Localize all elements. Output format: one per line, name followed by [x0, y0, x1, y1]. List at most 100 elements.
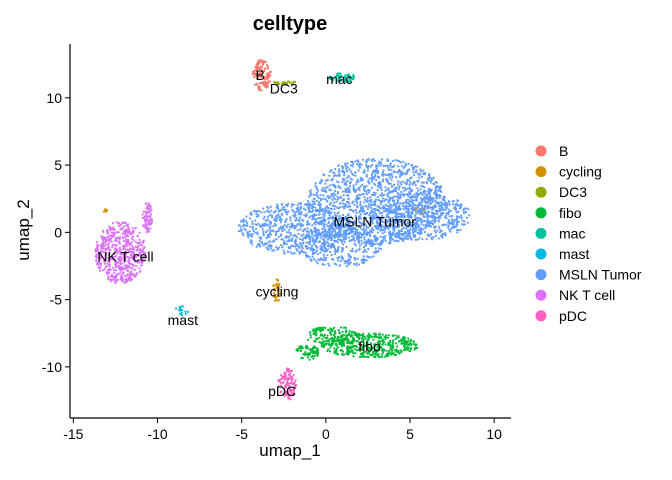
data-point: [286, 381, 289, 384]
data-point: [441, 211, 444, 214]
data-point: [124, 248, 127, 251]
data-point: [427, 224, 430, 227]
data-point: [362, 246, 366, 249]
data-point: [397, 218, 400, 221]
data-point: [314, 228, 318, 231]
data-point: [365, 193, 368, 196]
data-point: [388, 203, 392, 206]
data-point: [376, 188, 379, 192]
data-point: [270, 247, 273, 250]
data-point: [290, 375, 294, 379]
data-point: [397, 349, 400, 352]
data-point: [263, 211, 266, 214]
data-point: [395, 196, 399, 199]
data-point: [460, 217, 463, 220]
data-point: [444, 208, 447, 211]
data-point: [354, 232, 357, 235]
data-point: [341, 241, 344, 244]
data-point: [405, 170, 409, 173]
data-point: [391, 347, 394, 350]
data-point: [384, 355, 387, 358]
data-point: [294, 379, 297, 382]
data-point: [180, 308, 183, 312]
data-point: [256, 66, 259, 69]
data-point: [367, 179, 370, 182]
data-point: [419, 173, 422, 176]
data-point: [298, 216, 302, 219]
x-tick-label: -5: [235, 426, 248, 442]
data-point: [121, 248, 124, 251]
data-point: [289, 377, 292, 380]
data-point: [335, 226, 338, 229]
y-tick-label: 5: [54, 157, 62, 173]
data-point: [361, 178, 364, 181]
data-point: [329, 202, 332, 205]
data-point: [342, 194, 345, 197]
data-point: [119, 223, 122, 226]
data-point: [415, 347, 418, 350]
data-point: [310, 244, 314, 247]
data-point: [370, 209, 373, 212]
data-point: [414, 165, 417, 168]
data-point: [368, 189, 371, 192]
data-point: [309, 336, 312, 339]
data-point: [385, 177, 388, 181]
data-point: [391, 217, 394, 220]
data-point: [448, 219, 451, 222]
data-point: [338, 224, 342, 227]
data-point: [345, 346, 348, 349]
data-point: [280, 374, 283, 377]
data-point: [436, 212, 439, 216]
data-point: [382, 164, 385, 168]
data-point: [353, 242, 356, 245]
data-point: [363, 231, 366, 234]
data-point: [258, 66, 261, 70]
data-point: [378, 222, 381, 225]
data-point: [103, 236, 106, 239]
data-point: [148, 221, 151, 224]
data-point: [239, 220, 242, 223]
data-point: [148, 204, 151, 207]
data-point: [443, 198, 446, 202]
data-point: [323, 189, 326, 192]
data-point: [344, 234, 347, 238]
data-point: [415, 227, 418, 230]
data-point: [275, 232, 278, 235]
data-point: [387, 188, 390, 191]
data-point: [351, 221, 354, 224]
data-point: [428, 202, 432, 206]
data-point: [393, 349, 396, 352]
data-point: [375, 336, 378, 339]
data-point: [352, 209, 355, 212]
data-point: [346, 205, 349, 209]
data-point: [373, 175, 376, 178]
data-point: [141, 213, 144, 216]
data-point: [354, 250, 357, 253]
data-point: [131, 235, 134, 238]
data-point: [288, 225, 291, 229]
data-point: [123, 229, 126, 232]
data-point: [355, 211, 358, 214]
data-point: [294, 240, 297, 243]
data-point: [340, 334, 343, 337]
data-point: [437, 225, 441, 228]
data-point: [464, 211, 467, 214]
data-point: [326, 210, 329, 213]
data-point: [440, 235, 443, 238]
data-point: [329, 207, 332, 210]
data-point: [346, 225, 349, 228]
data-point: [283, 388, 286, 391]
data-point: [312, 258, 316, 261]
data-point: [332, 245, 335, 249]
data-point: [290, 203, 294, 206]
data-point: [358, 217, 361, 220]
data-point: [374, 353, 377, 356]
data-point: [396, 159, 399, 162]
data-point: [299, 241, 302, 244]
data-point: [314, 209, 317, 212]
data-point: [289, 386, 292, 389]
data-point: [352, 336, 355, 339]
data-point: [297, 218, 300, 222]
data-point: [258, 239, 261, 243]
data-point: [289, 370, 292, 373]
